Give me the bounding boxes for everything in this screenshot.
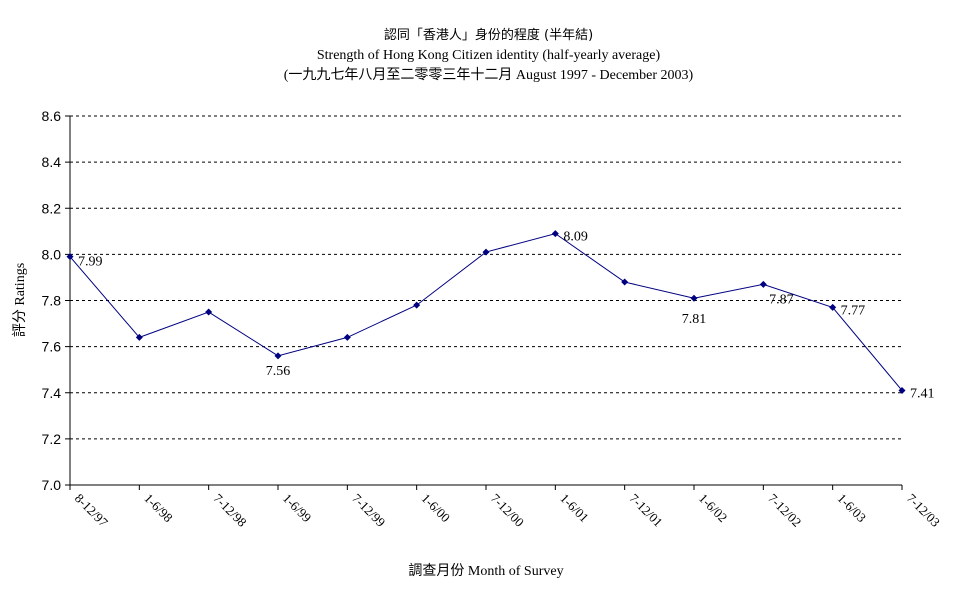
data-label: 7.87 bbox=[769, 292, 794, 307]
y-tick-label: 8.4 bbox=[42, 154, 62, 170]
data-point bbox=[413, 301, 421, 309]
data-point bbox=[829, 303, 837, 311]
x-tick-label: 1-6/98 bbox=[141, 491, 176, 526]
data-point bbox=[690, 294, 698, 302]
y-tick-label: 7.2 bbox=[42, 431, 62, 447]
x-tick-label: 8-12/97 bbox=[72, 491, 112, 531]
chart-subtitle: Strength of Hong Kong Citizen identity (… bbox=[316, 48, 661, 63]
data-point bbox=[621, 278, 629, 286]
y-axis-label: 評分 Ratings bbox=[12, 263, 28, 337]
data-point bbox=[205, 308, 213, 316]
x-tick-label: 7-12/03 bbox=[904, 491, 943, 530]
x-tick-label: 1-6/00 bbox=[419, 491, 454, 526]
x-tick-label: 7-12/01 bbox=[627, 491, 666, 530]
chart-titles: 認同「香港人」身份的程度 (半年結) Strength of Hong Kong… bbox=[0, 26, 977, 86]
x-tick-label: 7-12/00 bbox=[488, 491, 527, 530]
data-label: 8.09 bbox=[563, 230, 588, 245]
series-line bbox=[69, 233, 903, 391]
series-line-group bbox=[66, 230, 906, 394]
y-tick-labels: 7.0 7.2 7.4 7.6 7.8 8.0 8.2 8.4 8.6 bbox=[42, 108, 62, 493]
x-axis-label: 調查月份 Month of Survey bbox=[408, 563, 563, 579]
axes bbox=[65, 115, 903, 490]
y-tick-label: 7.8 bbox=[42, 293, 62, 309]
chart-title: 認同「香港人」身份的程度 (半年結) bbox=[383, 28, 594, 43]
x-tick-label: 7-12/02 bbox=[765, 491, 804, 530]
data-point bbox=[343, 333, 351, 341]
data-label: 7.81 bbox=[682, 312, 707, 327]
data-point bbox=[274, 352, 282, 360]
x-tick-label: 1-6/02 bbox=[696, 491, 731, 526]
data-point bbox=[898, 386, 906, 394]
y-tick-label: 8.0 bbox=[42, 246, 62, 262]
y-tick-label: 7.6 bbox=[42, 339, 62, 355]
y-tick-label: 8.2 bbox=[42, 200, 62, 216]
data-label: 7.41 bbox=[910, 386, 935, 401]
data-point bbox=[135, 333, 143, 341]
data-point bbox=[66, 253, 74, 261]
data-point bbox=[482, 248, 490, 256]
x-tick-label: 1-6/99 bbox=[280, 491, 315, 526]
data-label: 7.77 bbox=[841, 303, 866, 318]
y-tick-label: 7.0 bbox=[42, 477, 62, 493]
y-tick-label: 7.4 bbox=[42, 385, 62, 401]
data-point bbox=[551, 230, 559, 238]
chart-period: (一九九七年八月至二零零三年十二月 August 1997 - December… bbox=[283, 68, 694, 83]
data-point bbox=[759, 280, 767, 288]
x-tick-label: 1-6/01 bbox=[557, 491, 592, 526]
x-tick-label: 7-12/98 bbox=[211, 491, 250, 530]
x-tick-label: 1-6/03 bbox=[835, 491, 870, 526]
x-tick-label: 7-12/99 bbox=[349, 491, 388, 530]
data-label: 7.56 bbox=[266, 364, 291, 379]
y-tick-label: 8.6 bbox=[42, 108, 62, 124]
data-label: 7.99 bbox=[78, 255, 103, 270]
x-tick-labels: 8-12/97 1-6/98 7-12/98 1-6/99 7-12/99 1-6/00 7… bbox=[72, 491, 943, 531]
data-labels: 7.99 7.56 8.09 7.81 7.87 7.77 7.41 bbox=[78, 230, 935, 402]
gridlines bbox=[70, 115, 902, 440]
